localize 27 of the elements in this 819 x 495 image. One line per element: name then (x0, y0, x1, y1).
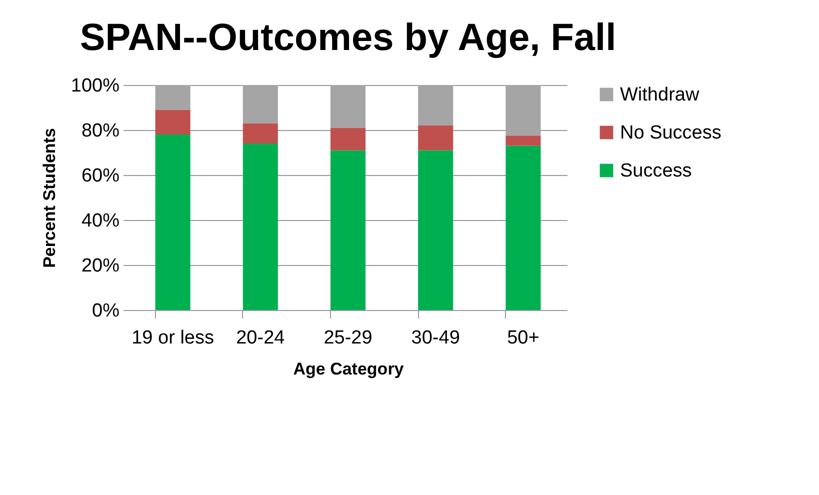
y-tick-label: 0% (92, 300, 120, 322)
bar (330, 150, 366, 310)
bar (506, 136, 541, 146)
bar (155, 134, 190, 310)
x-tick-label: 25-29 (324, 328, 372, 348)
y-tick-label: 100% (70, 76, 120, 96)
bar (242, 144, 278, 310)
x-tick-label: 50+ (507, 328, 540, 348)
legend-label: Withdraw (620, 84, 700, 106)
legend-label: No Success (620, 122, 722, 144)
y-tick-label: 40% (81, 210, 120, 232)
x-tick-label: 19 or less (132, 328, 214, 348)
bar (418, 150, 454, 310)
y-axis-title: Percent Students (40, 128, 59, 268)
bar (155, 110, 190, 134)
x-axis-title: Age Category (293, 360, 404, 378)
y-tick-label: 20% (81, 256, 120, 276)
bar (330, 128, 366, 150)
x-tick-label: 20-24 (236, 328, 286, 348)
bar (242, 123, 278, 144)
chart-title: SPAN--Outcomes by Age, Fall (80, 17, 616, 59)
legend-label: Success (620, 160, 692, 182)
y-tick-label: 80% (81, 120, 120, 142)
bar (506, 146, 541, 310)
bar (418, 126, 454, 150)
x-tick-label: 30-49 (411, 328, 460, 348)
y-tick-label: 60% (81, 166, 120, 186)
